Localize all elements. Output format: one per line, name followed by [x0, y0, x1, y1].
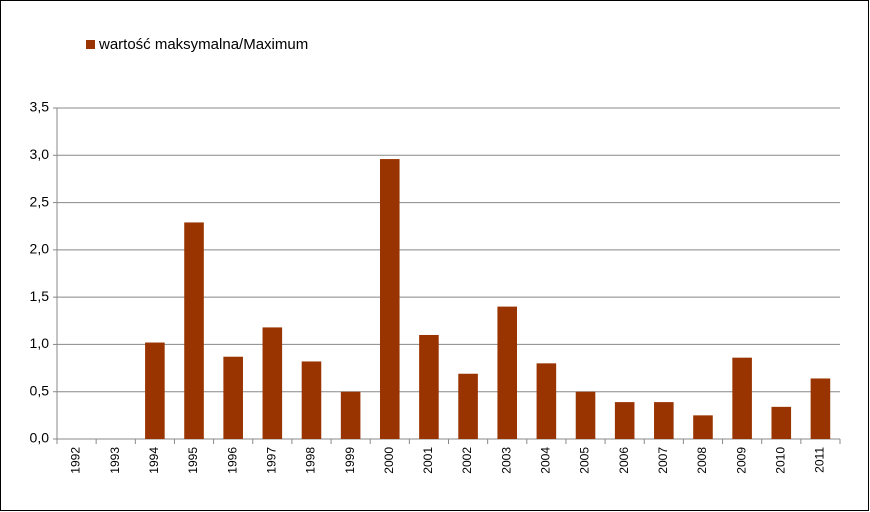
bar — [223, 356, 243, 439]
y-tick-label: 2,5 — [30, 193, 50, 209]
bar — [810, 378, 831, 439]
bar — [614, 402, 635, 439]
bar — [301, 361, 322, 439]
bar — [771, 406, 792, 439]
y-tick-label: 3,0 — [30, 146, 50, 162]
x-tick-label: 2008 — [695, 447, 709, 474]
x-tick-label: 2001 — [421, 447, 435, 474]
bar — [184, 222, 204, 439]
bar — [497, 306, 518, 439]
x-tick-label: 2004 — [539, 447, 553, 474]
x-tick-label: 2005 — [578, 447, 592, 474]
x-tick-label: 1998 — [304, 447, 318, 474]
y-tick-label: 0,0 — [30, 430, 50, 446]
x-tick-label: 1992 — [69, 447, 83, 474]
bar — [654, 402, 674, 439]
x-tick-label: 1999 — [343, 447, 357, 474]
x-tick-label: 1993 — [108, 447, 122, 474]
bar — [536, 363, 557, 439]
x-tick-label: 1995 — [186, 447, 200, 474]
x-tick-label: 2006 — [617, 447, 631, 474]
x-tick-label: 1997 — [264, 447, 278, 474]
y-tick-label: 2,0 — [30, 241, 50, 257]
x-tick-label: 2003 — [499, 447, 513, 474]
x-tick-label: 2007 — [656, 447, 670, 474]
legend-swatch — [86, 40, 95, 49]
bar — [419, 334, 439, 439]
bar — [262, 327, 283, 439]
x-tick-label: 1996 — [225, 447, 239, 474]
x-tick-label: 1994 — [147, 447, 161, 474]
bar — [693, 415, 713, 439]
x-tick-label: 2000 — [382, 447, 396, 474]
x-tick-label: 2002 — [460, 447, 474, 474]
y-tick-label: 0,5 — [30, 382, 50, 398]
bar — [458, 373, 478, 439]
bar — [379, 159, 400, 439]
y-tick-label: 1,5 — [30, 288, 50, 304]
bar — [340, 391, 361, 439]
y-tick-label: 3,5 — [30, 99, 50, 115]
bar — [732, 357, 752, 439]
x-tick-label: 2009 — [734, 447, 748, 474]
bar — [575, 391, 596, 439]
x-tick-label: 2011 — [813, 447, 827, 473]
bar — [145, 342, 165, 439]
legend-label: wartość maksymalna/Maximum — [98, 36, 308, 53]
x-tick-label: 2010 — [773, 447, 787, 474]
y-tick-label: 1,0 — [30, 335, 50, 351]
